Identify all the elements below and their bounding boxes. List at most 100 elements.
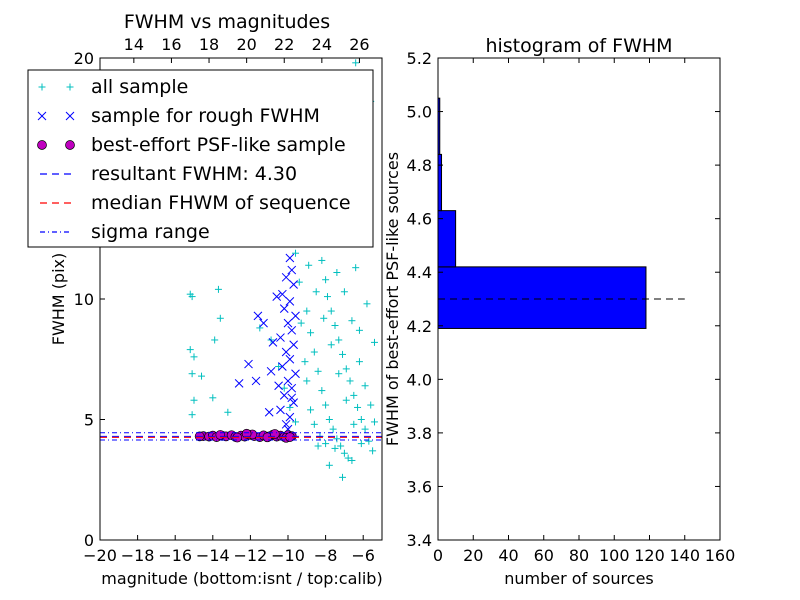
all-sample-point <box>214 285 222 293</box>
all-sample-point <box>329 425 337 433</box>
rough-fwhm-point-b <box>289 398 298 407</box>
all-sample-point <box>310 420 318 428</box>
all-sample-point <box>295 278 303 286</box>
scatter-panel: −20−18−16−14−12−10−8−6 05101520 14161820… <box>27 11 383 588</box>
rough-fwhm-point-b <box>259 318 268 328</box>
rough-fwhm-point <box>274 381 283 391</box>
histogram-y-tick-label: 3.6 <box>407 477 432 496</box>
rough-fwhm-point <box>289 280 298 289</box>
rough-fwhm-point <box>281 272 291 282</box>
scatter-top-ticks: 14 16 18 20 22 24 26 <box>124 35 370 63</box>
all-sample-point <box>275 362 283 370</box>
legend-entry: sigma range <box>40 221 210 243</box>
legend-entry-label: median FHWM of sequence <box>91 192 351 214</box>
all-sample-point <box>188 370 196 378</box>
rough-fwhm-point <box>287 265 297 275</box>
scatter-top-tick-label: 16 <box>161 35 181 54</box>
all-sample-point <box>323 293 331 301</box>
scatter-x-tick-label: −14 <box>196 546 230 565</box>
histogram-y-axis-label: FWHM of best-effort PSF-like sources <box>383 152 402 446</box>
rough-fwhm-point <box>285 253 295 263</box>
all-sample-point <box>363 300 371 308</box>
legend-marker-b <box>37 111 47 121</box>
rough-fwhm-point-b <box>264 407 274 417</box>
histogram-x-axis-label: number of sources <box>504 569 654 588</box>
histogram-x-tick-label: 40 <box>498 546 518 565</box>
scatter-x-tick-label: −8 <box>314 546 338 565</box>
rough-fwhm-point <box>268 338 278 347</box>
rough-fwhm-point <box>291 311 300 321</box>
rough-fwhm-point <box>287 393 297 403</box>
all-sample-point <box>344 454 352 462</box>
rough-fwhm-point-b <box>285 354 295 364</box>
histogram-panel: 0 20 40 60 80 100 120 140 160 3.4 3.6 3.8 4.0 4.2 4.4… <box>383 35 735 588</box>
all-sample-point <box>342 365 350 373</box>
all-sample-point <box>335 336 343 344</box>
rough-fwhm-point <box>281 419 291 429</box>
rough-fwhm-point-b <box>291 369 300 379</box>
all-sample-point <box>342 396 350 404</box>
all-sample-point <box>280 384 288 392</box>
scatter-x-tick-label: −18 <box>121 546 155 565</box>
legend-entry: best-effort PSF-like sample <box>37 134 346 156</box>
rough-fwhm-point <box>287 383 297 393</box>
rough-fwhm-point-b <box>276 333 285 342</box>
legend-entry: resultant FWHM: 4.30 <box>40 163 297 185</box>
scatter-top-tick-label: 26 <box>349 35 369 54</box>
all-sample-point <box>354 403 362 411</box>
rough-fwhm-point <box>279 304 289 313</box>
histogram-title: histogram of FWHM <box>485 35 672 57</box>
scatter-y-tick-label: 5 <box>84 411 94 430</box>
rough-fwhm-point-b <box>287 393 297 403</box>
rough-fwhm-point-b <box>268 338 278 347</box>
histogram-y-tick-label: 4.0 <box>407 370 432 389</box>
rough-fwhm-point <box>266 366 276 376</box>
all-sample-point <box>325 416 333 423</box>
scatter-y-tick-label: 20 <box>74 49 94 68</box>
all-sample-point <box>314 442 322 450</box>
histogram-y-tick-label: 3.8 <box>407 424 432 443</box>
histogram-bars-group <box>437 97 647 329</box>
rough-fwhm-point <box>251 376 261 386</box>
histogram-x-tick-label: 160 <box>705 546 736 565</box>
legend-entries: all sample sample for rough FWHM best-effo… <box>37 76 351 243</box>
rough-fwhm-point-b <box>278 289 287 299</box>
rough-fwhm-point <box>281 347 291 357</box>
rough-fwhm-point <box>279 391 289 400</box>
scatter-top-tick-label: 20 <box>236 35 256 54</box>
legend-entry: sample for rough FWHM <box>37 105 320 127</box>
rough-fwhm-point <box>278 289 287 299</box>
all-sample-point <box>361 425 369 433</box>
histogram-bar <box>437 266 647 329</box>
all-sample-point <box>190 396 198 404</box>
scatter-y-axis-label: FWHM (pix) <box>49 253 68 346</box>
scatter-x-tick-label: −20 <box>83 546 117 565</box>
scatter-legend: all sample sample for rough FWHM best-effo… <box>27 69 374 248</box>
rough-fwhm-point <box>285 297 295 306</box>
histogram-y-tick-label: 5.0 <box>407 103 432 122</box>
rough-fwhm-point <box>276 405 285 415</box>
rough-fwhm-point-b <box>289 280 298 289</box>
legend-marker <box>65 140 75 150</box>
all-sample-point <box>352 59 360 67</box>
all-sample-point <box>303 377 311 385</box>
all-sample-point <box>322 440 330 448</box>
histogram-x-tick-label: 140 <box>669 546 700 565</box>
all-sample-point <box>365 437 373 445</box>
rough-fwhm-point <box>264 407 274 417</box>
all-sample-point <box>186 346 194 354</box>
rough-fwhm-point <box>234 378 244 388</box>
all-sample-point <box>339 350 347 358</box>
all-sample-point <box>348 317 356 325</box>
all-sample-point <box>318 256 326 264</box>
all-sample-point <box>312 288 320 296</box>
rough-fwhm-point-b <box>253 311 263 321</box>
rough-fwhm-point-b <box>234 378 244 388</box>
rough-fwhm-point <box>285 412 295 422</box>
histogram-x-tick-label: 100 <box>599 546 630 565</box>
histogram-y-tick-label: 4.6 <box>407 210 432 229</box>
all-sample-point <box>357 440 365 448</box>
scatter-x-ticks: −20 −18 −16 −14 −12 −10 −8 −6 <box>83 535 375 565</box>
rough-fwhm-point-b <box>287 265 297 275</box>
legend-box <box>27 69 374 248</box>
